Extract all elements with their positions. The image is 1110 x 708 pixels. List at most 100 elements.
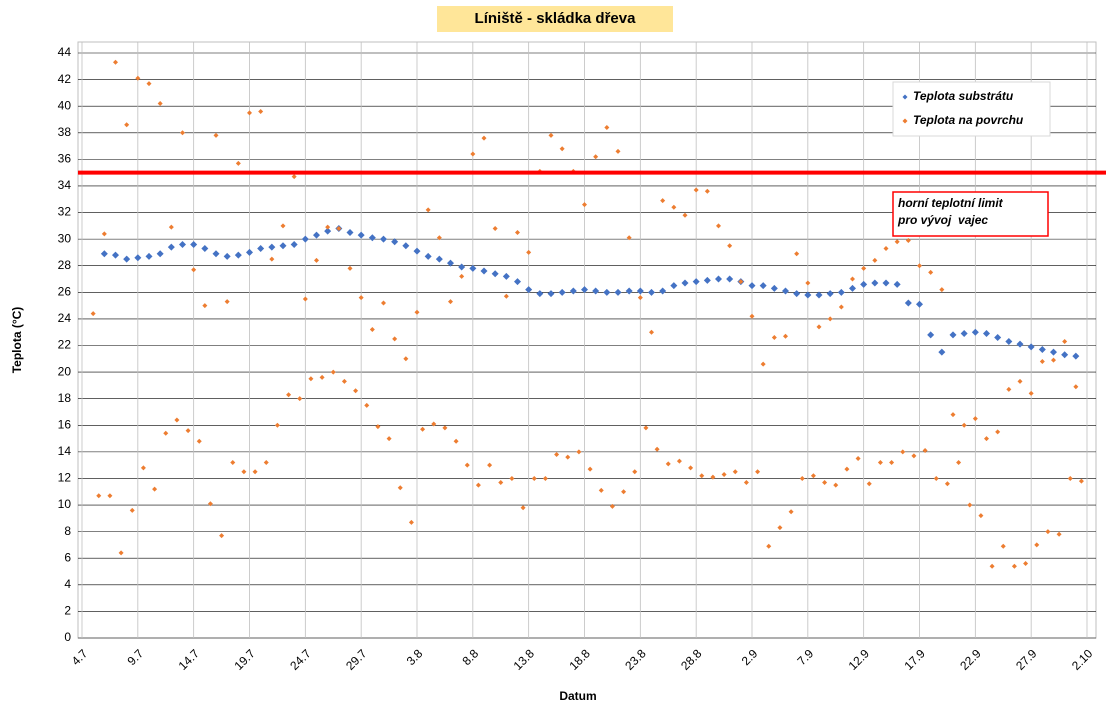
point (308, 376, 314, 382)
point (252, 469, 258, 475)
point (436, 235, 442, 241)
point (989, 563, 995, 569)
point (710, 474, 716, 480)
point (582, 202, 587, 208)
point (503, 293, 509, 299)
y-axis-label: Teplota (°C) (10, 307, 24, 374)
point (469, 264, 477, 272)
point (554, 452, 560, 458)
point (794, 251, 800, 257)
point (163, 430, 169, 436)
point (759, 282, 767, 290)
point (956, 460, 962, 465)
point (692, 278, 700, 286)
point (995, 429, 1001, 435)
annotation-text: horní teplotní limit (898, 196, 1004, 210)
y-tick-label: 18 (58, 391, 72, 405)
point (960, 330, 968, 338)
point (626, 235, 632, 241)
point (129, 507, 135, 513)
point (101, 231, 107, 237)
point (565, 454, 571, 460)
point (542, 475, 548, 481)
point (587, 466, 593, 472)
point (721, 471, 727, 477)
point (313, 231, 320, 239)
legend-label: Teplota substrátu (913, 89, 1014, 103)
point (268, 243, 276, 251)
point (235, 160, 241, 166)
point (408, 519, 414, 525)
y-tick-label: 44 (58, 45, 72, 59)
point (770, 284, 778, 292)
point (100, 250, 108, 258)
point (515, 229, 520, 235)
x-axis-label: Datum (559, 689, 596, 703)
point (649, 329, 654, 335)
point (659, 287, 667, 295)
point (643, 425, 649, 431)
y-tick-label: 4 (64, 577, 71, 591)
point (826, 290, 834, 298)
point (146, 81, 152, 87)
point (871, 279, 879, 287)
point (269, 256, 275, 262)
point (531, 475, 537, 481)
point (688, 465, 694, 471)
point (201, 244, 209, 252)
point (1005, 338, 1013, 346)
point (134, 254, 142, 262)
y-tick-label: 0 (64, 630, 71, 644)
point (397, 485, 403, 491)
point (788, 509, 794, 515)
point (357, 231, 365, 239)
point (660, 198, 666, 204)
legend-label: Teplota na povrchu (913, 113, 1024, 127)
point (431, 421, 437, 427)
point (368, 234, 376, 242)
point (889, 460, 895, 465)
point (917, 263, 922, 269)
y-tick-label: 12 (58, 471, 72, 485)
point (290, 240, 298, 248)
point (464, 462, 470, 468)
point (827, 316, 833, 322)
point (263, 460, 269, 465)
point (291, 174, 297, 180)
point (971, 328, 979, 336)
point (703, 276, 711, 284)
y-tick-label: 6 (64, 550, 71, 564)
point (448, 299, 453, 305)
point (837, 288, 845, 296)
point (894, 239, 900, 245)
point (498, 479, 504, 485)
point (855, 456, 861, 462)
point (1006, 386, 1012, 392)
point (804, 291, 812, 299)
point (353, 388, 359, 394)
point (766, 543, 772, 549)
point (319, 374, 325, 380)
point (223, 252, 231, 260)
point (967, 502, 973, 508)
point (447, 259, 454, 267)
legend-marker (902, 118, 908, 124)
y-tick-label: 14 (58, 444, 72, 458)
point (302, 296, 308, 302)
y-tick-label: 32 (58, 205, 72, 219)
point (526, 249, 532, 255)
point (810, 473, 816, 479)
point (799, 475, 805, 481)
point (224, 299, 230, 305)
point (665, 461, 671, 467)
point (949, 331, 957, 339)
y-tick-label: 42 (58, 72, 72, 86)
point (168, 224, 174, 230)
point (604, 124, 610, 130)
point (569, 287, 577, 295)
point (157, 101, 163, 107)
point (113, 59, 118, 65)
point (425, 207, 431, 213)
point (135, 75, 141, 81)
point (927, 331, 935, 339)
